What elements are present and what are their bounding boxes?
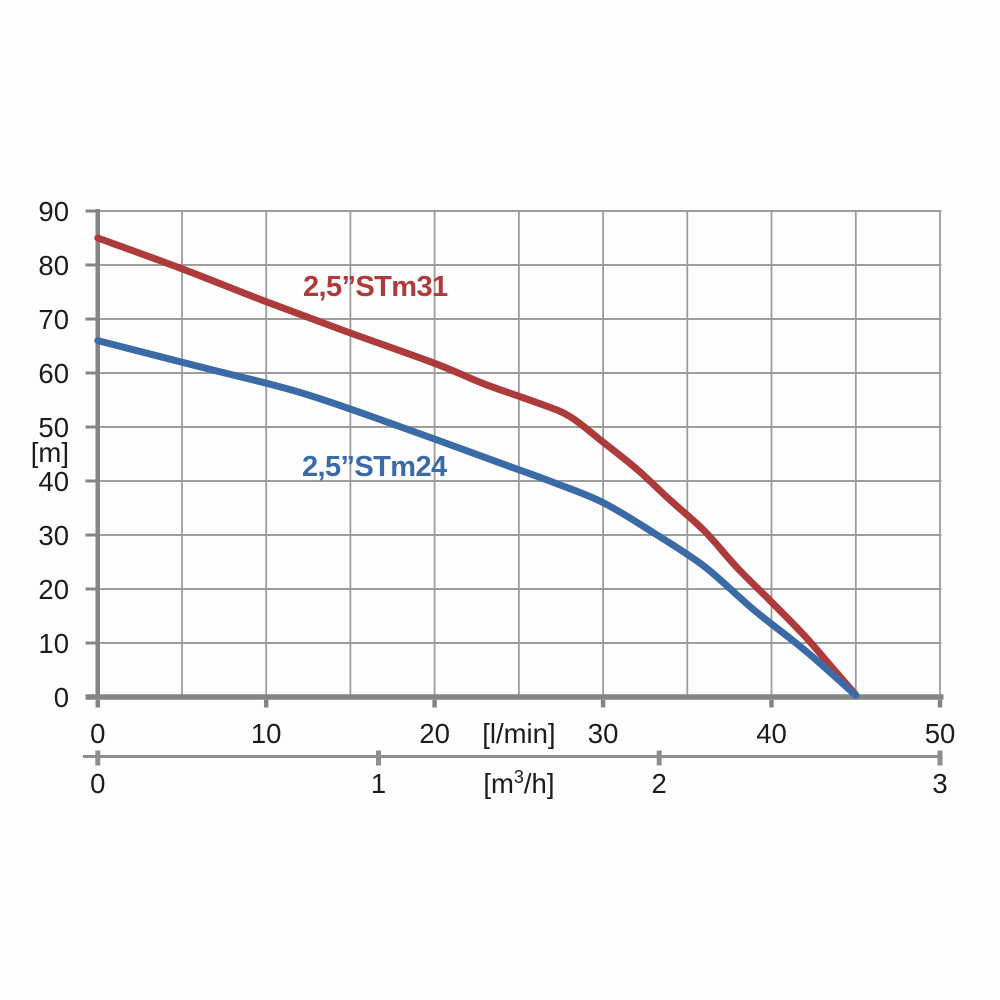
- svg-text:70: 70: [38, 304, 69, 335]
- svg-text:60: 60: [38, 358, 69, 389]
- svg-text:50: 50: [38, 412, 69, 443]
- svg-text:10: 10: [251, 718, 282, 749]
- svg-text:3: 3: [932, 768, 947, 799]
- svg-text:2,5”STm24: 2,5”STm24: [302, 451, 447, 483]
- svg-text:40: 40: [756, 718, 787, 749]
- svg-text:10: 10: [38, 628, 69, 659]
- svg-text:30: 30: [588, 718, 619, 749]
- svg-text:1: 1: [371, 768, 386, 799]
- svg-text:80: 80: [38, 250, 69, 281]
- svg-text:50: 50: [925, 718, 956, 749]
- svg-text:[l/min]: [l/min]: [482, 718, 555, 749]
- svg-text:0: 0: [90, 718, 105, 749]
- svg-text:20: 20: [419, 718, 450, 749]
- svg-text:30: 30: [38, 520, 69, 551]
- svg-text:0: 0: [54, 682, 69, 713]
- svg-text:[m]: [m]: [31, 437, 69, 468]
- svg-text:2: 2: [652, 768, 667, 799]
- svg-text:90: 90: [38, 196, 69, 227]
- svg-text:40: 40: [38, 466, 69, 497]
- svg-text:0: 0: [90, 768, 105, 799]
- svg-text:2,5”STm31: 2,5”STm31: [303, 271, 448, 303]
- svg-text:20: 20: [38, 574, 69, 605]
